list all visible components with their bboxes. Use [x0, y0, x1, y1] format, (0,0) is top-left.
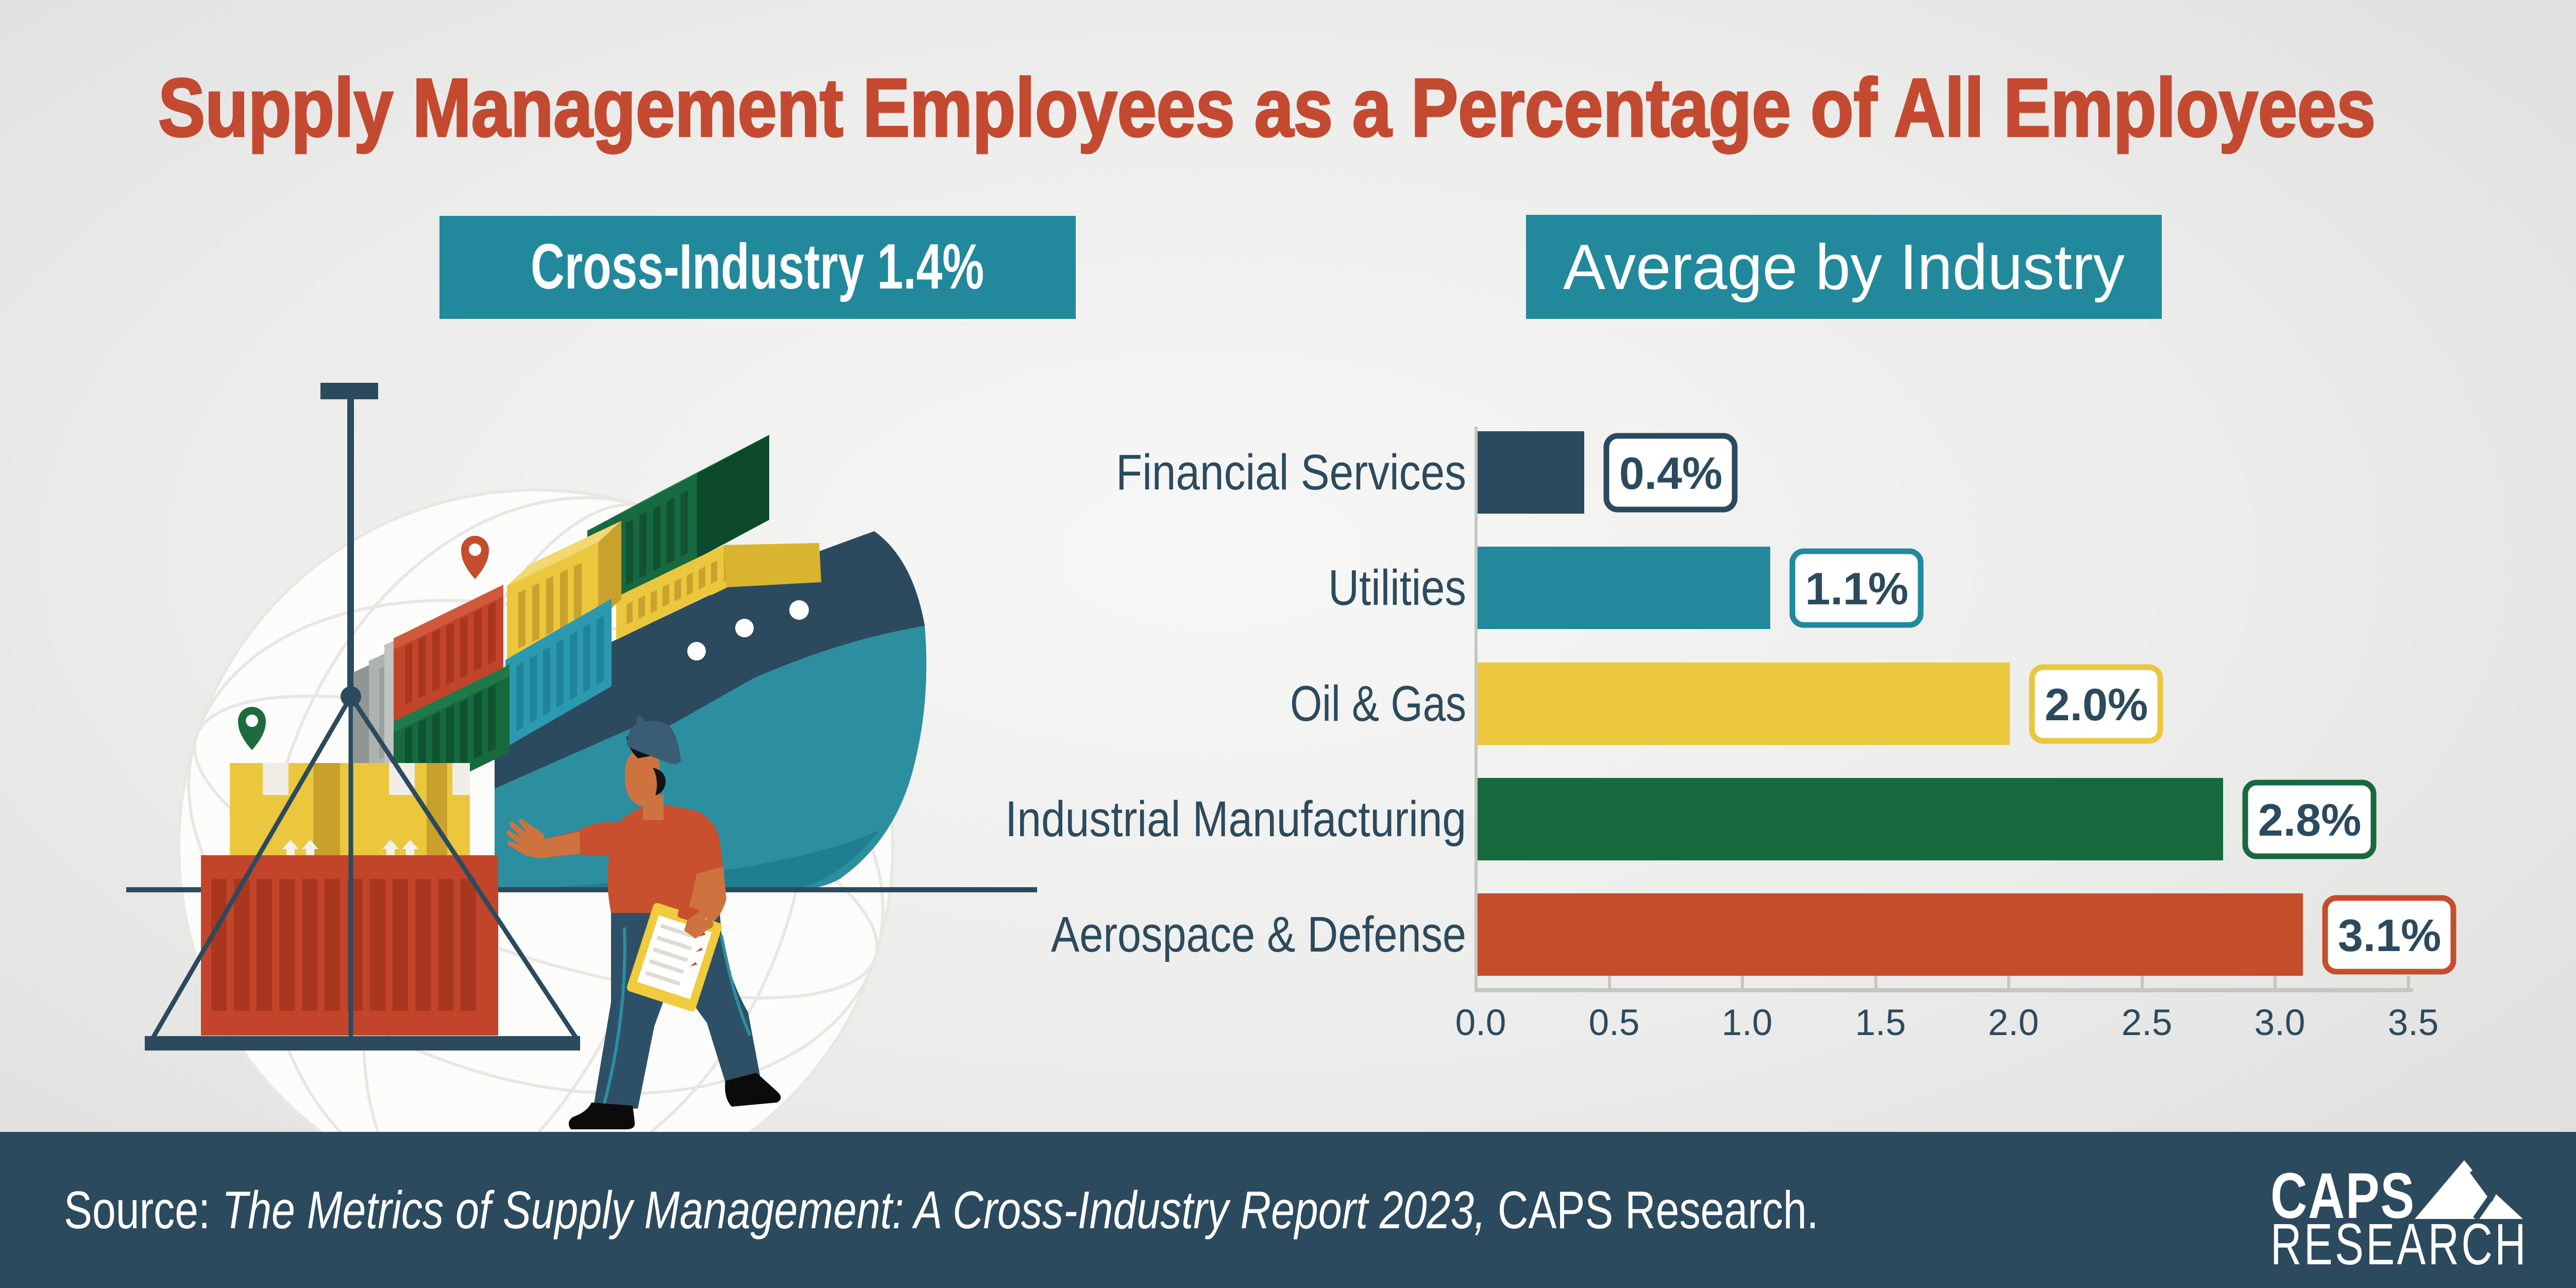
svg-text:1.1%: 1.1%: [1805, 563, 1909, 614]
svg-text:Oil & Gas: Oil & Gas: [1290, 675, 1466, 732]
svg-text:Financial Services: Financial Services: [1116, 444, 1466, 500]
svg-text:1.0: 1.0: [1722, 1003, 1773, 1043]
svg-text:0.0: 0.0: [1455, 1003, 1506, 1043]
svg-text:3.0: 3.0: [2255, 1003, 2306, 1043]
svg-text:3.5: 3.5: [2388, 1003, 2439, 1043]
svg-text:2.0%: 2.0%: [2045, 679, 2148, 730]
svg-text:CAPS: CAPS: [2270, 1160, 2415, 1232]
svg-text:Supply Management Employees as: Supply Management Employees as a Percent…: [158, 61, 2376, 154]
svg-text:1.5: 1.5: [1855, 1003, 1906, 1043]
svg-text:2.0: 2.0: [1988, 1003, 2039, 1043]
svg-text:2.5: 2.5: [2122, 1003, 2173, 1043]
svg-text:0.5: 0.5: [1589, 1003, 1640, 1043]
svg-text:Industrial Manufacturing: Industrial Manufacturing: [1005, 791, 1466, 847]
svg-text:3.1%: 3.1%: [2338, 910, 2442, 961]
svg-text:Utilities: Utilities: [1328, 560, 1466, 616]
svg-text:0.4%: 0.4%: [1619, 448, 1723, 499]
svg-text:Source: The Metrics of Supply: Source: The Metrics of Supply Management…: [64, 1180, 1819, 1240]
svg-text:Average by Industry: Average by Industry: [1563, 232, 2125, 303]
svg-text:Cross-Industry 1.4%: Cross-Industry 1.4%: [531, 231, 984, 302]
svg-text:RESEARCH: RESEARCH: [2270, 1212, 2528, 1277]
svg-text:2.8%: 2.8%: [2258, 794, 2362, 845]
svg-text:Aerospace & Defense: Aerospace & Defense: [1051, 906, 1466, 962]
